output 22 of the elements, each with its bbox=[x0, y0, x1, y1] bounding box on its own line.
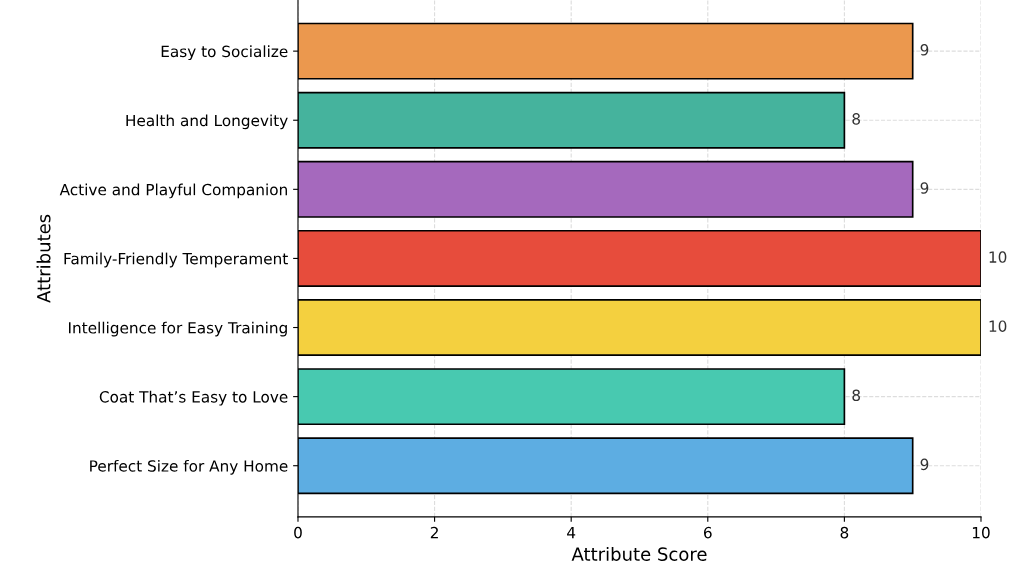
data-label: 9 bbox=[920, 458, 929, 471]
x-tick-label: 0 bbox=[294, 526, 302, 539]
y-tick-label: Family-Friendly Temperament bbox=[64, 252, 288, 268]
data-label: 9 bbox=[920, 44, 929, 56]
x-tick-label: 2 bbox=[430, 526, 438, 539]
x-tick-label: 6 bbox=[704, 526, 712, 539]
y-tick-label: Intelligence for Easy Training bbox=[69, 321, 287, 337]
y-tick-label: Easy to Socialize bbox=[161, 45, 288, 61]
data-label: 9 bbox=[920, 182, 929, 194]
x-axis-title: Attribute Score bbox=[571, 546, 707, 561]
data-label: 8 bbox=[852, 389, 861, 402]
y-axis-title: Attributes bbox=[36, 214, 51, 303]
y-tick-label: Coat That’s Easy to Love bbox=[99, 390, 288, 406]
x-tick-label: 8 bbox=[840, 526, 849, 539]
x-tick-label: 4 bbox=[567, 527, 576, 539]
y-tick-label: Perfect Size for Any Home bbox=[90, 459, 288, 475]
y-tick-label: Active and Playful Companion bbox=[59, 183, 287, 199]
data-label: 8 bbox=[852, 113, 861, 125]
x-tick-label: 10 bbox=[972, 526, 990, 539]
data-label: 10 bbox=[989, 251, 1007, 263]
data-label: 10 bbox=[989, 320, 1007, 332]
y-tick-label: Health and Longevity bbox=[126, 114, 288, 130]
